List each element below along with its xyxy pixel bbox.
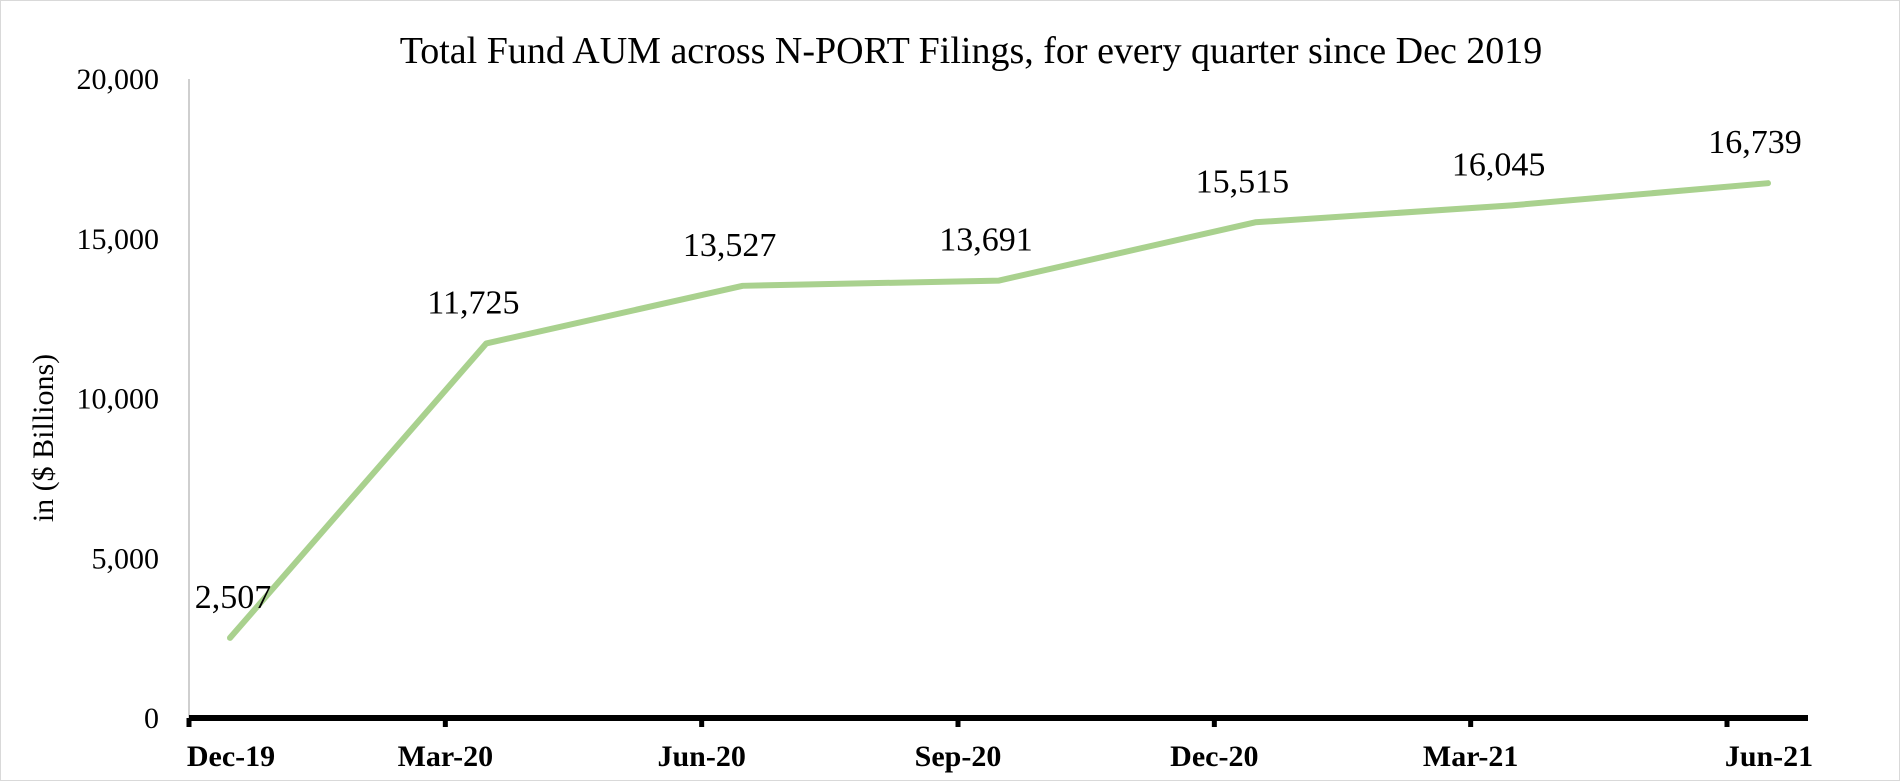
axes [188,79,1808,721]
x-tick-label: Mar-20 [398,740,494,773]
y-tick-label: 15,000 [77,223,160,256]
y-tick-label: 10,000 [77,383,160,416]
y-tick-label: 0 [144,702,159,735]
x-ticks: Dec-19 Mar-20 Jun-20 Sep-20 Dec-20 Mar-21 Jun-… [186,718,1813,773]
x-tick-label: Jun-21 [1725,740,1813,773]
data-label: 13,527 [683,227,777,264]
data-label: 13,691 [939,222,1033,259]
series-group [227,180,1771,641]
x-tick-label: Sep-20 [915,740,1002,773]
x-tick-label: Dec-19 [187,740,275,773]
x-tick-label: Jun-20 [657,740,745,773]
data-label: 16,739 [1708,124,1802,161]
y-tick-label: 20,000 [77,63,160,96]
data-label: 11,725 [427,284,519,321]
data-labels: 2,507 11,725 13,527 13,691 15,515 16,045 16,73… [195,124,1802,616]
x-tick-label: Mar-21 [1423,740,1519,773]
data-label: 16,045 [1452,146,1546,183]
data-label: 2,507 [195,579,272,616]
chart-title: Total Fund AUM across N-PORT Filings, fo… [400,30,1543,72]
y-tick-label: 5,000 [92,542,160,575]
data-label: 15,515 [1196,163,1290,200]
x-tick-label: Dec-20 [1170,740,1258,773]
y-axis-label: in ($ Billions) [27,354,60,522]
y-ticks: 0 5,000 10,000 15,000 20,000 [77,63,160,735]
